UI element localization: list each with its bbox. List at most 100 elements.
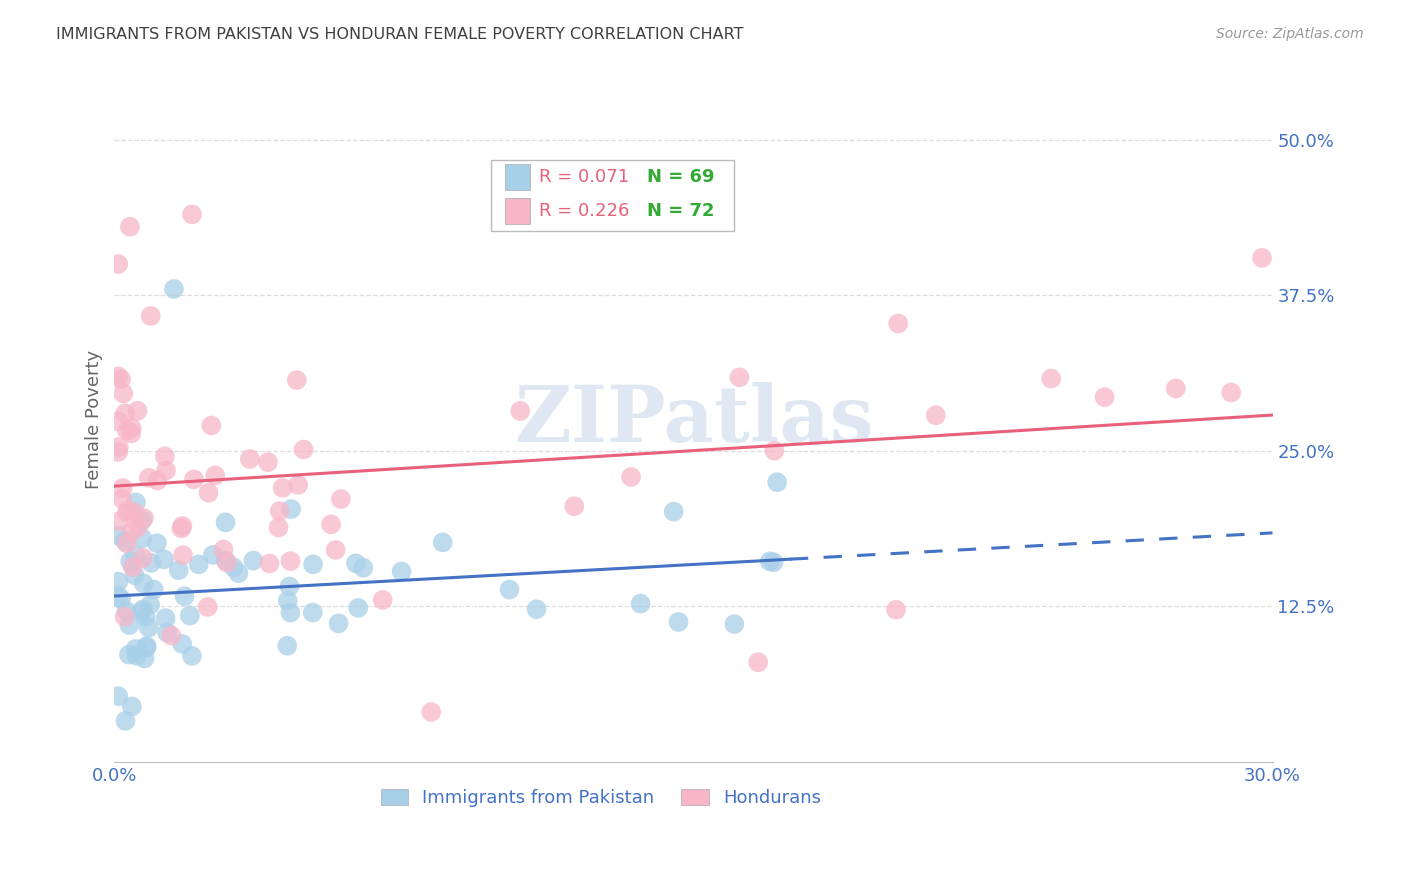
- Point: [160, 629, 183, 643]
- Point: [146, 536, 169, 550]
- Text: Source: ZipAtlas.com: Source: ZipAtlas.com: [1216, 27, 1364, 41]
- Point: [124, 506, 146, 520]
- Point: [107, 690, 129, 704]
- Point: [114, 609, 136, 624]
- Point: [124, 549, 146, 563]
- Point: [114, 407, 136, 421]
- Point: [153, 552, 176, 566]
- Point: [187, 558, 209, 572]
- Point: [125, 648, 148, 663]
- Point: [127, 404, 149, 418]
- Point: [325, 543, 347, 558]
- Point: [200, 418, 222, 433]
- Point: [763, 443, 786, 458]
- Point: [129, 605, 152, 619]
- Text: R = 0.226: R = 0.226: [540, 202, 630, 220]
- Point: [269, 504, 291, 518]
- Point: [352, 561, 374, 575]
- Point: [125, 495, 148, 509]
- Point: [280, 606, 302, 620]
- Point: [347, 601, 370, 615]
- Point: [668, 615, 690, 629]
- Point: [197, 599, 219, 614]
- Point: [108, 514, 131, 528]
- Point: [759, 554, 782, 568]
- Point: [142, 582, 165, 597]
- Point: [287, 477, 309, 491]
- Text: R = 0.071: R = 0.071: [540, 168, 630, 186]
- Point: [432, 535, 454, 549]
- FancyBboxPatch shape: [505, 198, 530, 224]
- Point: [110, 592, 132, 607]
- Point: [135, 640, 157, 655]
- Point: [215, 553, 238, 567]
- Point: [277, 593, 299, 607]
- Text: ZIPatlas: ZIPatlas: [513, 382, 873, 458]
- Point: [125, 641, 148, 656]
- Point: [121, 421, 143, 435]
- Point: [107, 529, 129, 543]
- Point: [301, 606, 323, 620]
- Point: [526, 602, 548, 616]
- Point: [107, 257, 129, 271]
- Point: [141, 556, 163, 570]
- Point: [138, 621, 160, 635]
- Point: [132, 511, 155, 525]
- Point: [107, 415, 129, 429]
- Point: [107, 440, 129, 454]
- Point: [155, 463, 177, 477]
- Point: [111, 491, 134, 506]
- Point: [153, 450, 176, 464]
- Point: [118, 648, 141, 662]
- Point: [139, 309, 162, 323]
- Point: [420, 705, 443, 719]
- Point: [173, 589, 195, 603]
- Y-axis label: Female Poverty: Female Poverty: [86, 350, 103, 489]
- Point: [662, 505, 685, 519]
- Point: [121, 560, 143, 574]
- Point: [285, 373, 308, 387]
- Point: [107, 445, 129, 459]
- Point: [132, 550, 155, 565]
- Point: [391, 565, 413, 579]
- Point: [319, 517, 342, 532]
- Point: [131, 513, 153, 527]
- Point: [167, 563, 190, 577]
- FancyBboxPatch shape: [491, 160, 734, 231]
- Point: [135, 610, 157, 624]
- Point: [181, 207, 204, 221]
- Point: [120, 554, 142, 568]
- Point: [121, 524, 143, 539]
- Point: [107, 369, 129, 384]
- Point: [156, 625, 179, 640]
- Point: [620, 470, 643, 484]
- Point: [257, 455, 280, 469]
- Point: [1094, 390, 1116, 404]
- Point: [728, 370, 751, 384]
- Point: [1251, 251, 1274, 265]
- Point: [371, 593, 394, 607]
- Point: [267, 520, 290, 534]
- Point: [155, 611, 177, 625]
- Point: [115, 424, 138, 438]
- Point: [124, 568, 146, 582]
- Point: [115, 505, 138, 519]
- Point: [278, 579, 301, 593]
- Point: [271, 481, 294, 495]
- Point: [204, 468, 226, 483]
- Point: [280, 554, 302, 568]
- Point: [280, 502, 302, 516]
- Text: N = 69: N = 69: [647, 168, 714, 186]
- Point: [114, 533, 136, 548]
- Point: [170, 521, 193, 535]
- Text: N = 72: N = 72: [647, 202, 714, 220]
- Point: [138, 471, 160, 485]
- Point: [222, 560, 245, 574]
- Point: [115, 536, 138, 550]
- Point: [201, 548, 224, 562]
- Point: [146, 474, 169, 488]
- Point: [179, 608, 201, 623]
- Point: [292, 442, 315, 457]
- Point: [328, 616, 350, 631]
- Point: [214, 516, 236, 530]
